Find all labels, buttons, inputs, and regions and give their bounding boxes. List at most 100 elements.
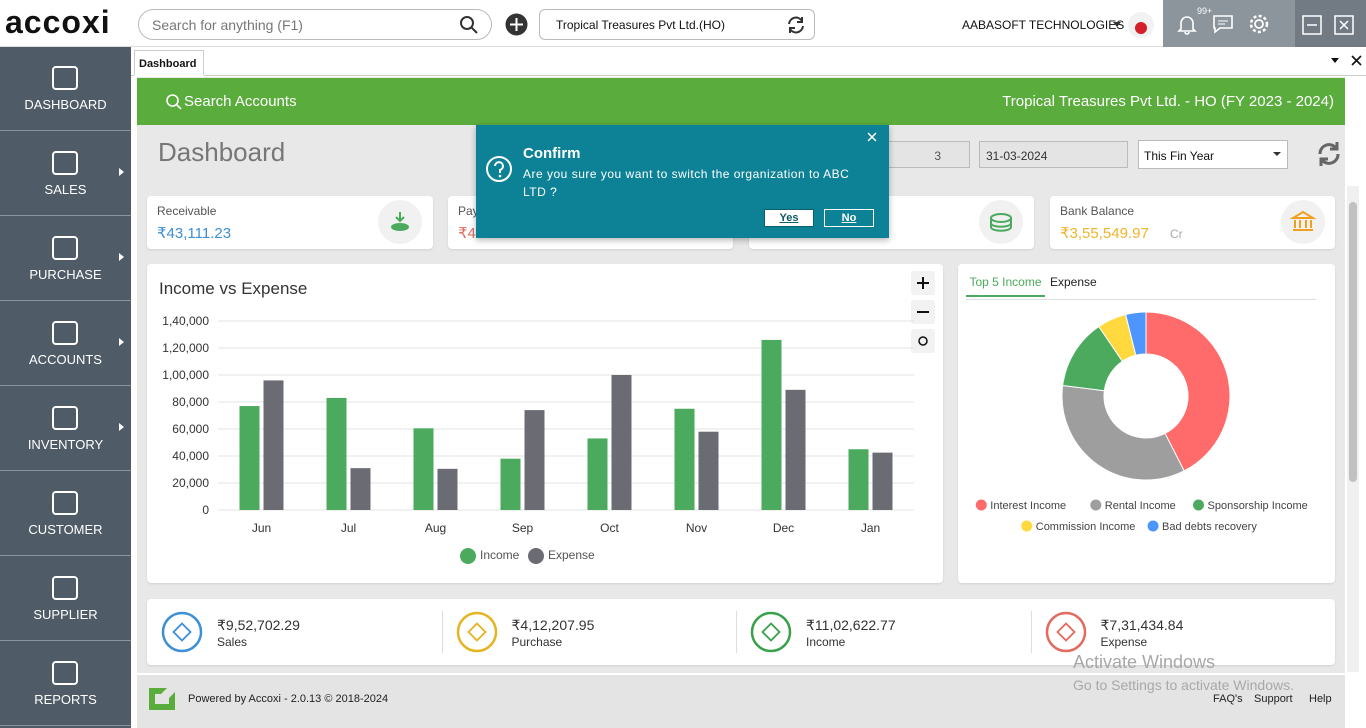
- card-amount: ₹3,55,549.97: [1060, 225, 1149, 242]
- zoom-in[interactable]: [911, 271, 935, 295]
- sidebar-item[interactable]: REPORTS: [0, 642, 131, 726]
- notification-count: 99+: [1197, 6, 1213, 16]
- sidebar-item[interactable]: CUSTOMER: [0, 472, 131, 556]
- organization-name: Tropical Treasures Pvt Ltd.(HO): [556, 18, 725, 32]
- sidebar-item[interactable]: DASHBOARD: [0, 47, 131, 131]
- bell-icon[interactable]: [1176, 13, 1198, 35]
- sidebar-icon: [52, 576, 78, 600]
- dialog-message: Are you sure you want to switch the orga…: [523, 167, 850, 199]
- y-tick-label: 1,20,000: [162, 341, 209, 355]
- total-divider: [736, 611, 737, 653]
- scrollbar[interactable]: [1347, 186, 1359, 672]
- icon-shape: [52, 661, 78, 685]
- x-tick-label: Oct: [600, 521, 619, 535]
- bar: [872, 452, 893, 510]
- search-accounts[interactable]: Search Accounts: [184, 93, 297, 110]
- minimize-button[interactable]: [1302, 15, 1322, 35]
- total-item[interactable]: ₹7,31,434.84 Expense: [1030, 599, 1325, 665]
- legend-marker: [1090, 499, 1102, 511]
- total-item[interactable]: ₹11,02,622.77 Income: [736, 599, 1030, 665]
- card-icon: [1281, 200, 1325, 244]
- pie-slice: [1061, 384, 1185, 481]
- search-box[interactable]: Search for anything (F1): [138, 9, 492, 40]
- expense-tab[interactable]: Expense: [1050, 275, 1097, 289]
- legend-label[interactable]: Commission Income: [1036, 521, 1136, 533]
- bar: [326, 397, 347, 510]
- sidebar-item[interactable]: ACCOUNTS: [0, 302, 131, 386]
- tab[interactable]: Dashboard: [134, 50, 204, 76]
- user-avatar[interactable]: [1127, 11, 1155, 39]
- summary-card[interactable]: Bank Balance ₹3,55,549.97 Cr: [1050, 196, 1335, 249]
- footer-link[interactable]: Support: [1254, 693, 1293, 705]
- card-amount: ₹4: [458, 225, 476, 242]
- tab-close[interactable]: [1351, 55, 1362, 66]
- zoom-out[interactable]: [911, 300, 935, 324]
- bar: [413, 428, 434, 510]
- bar-chart: Income vs Expense 0 20,000 40,000 60,000 80,0…: [159, 271, 935, 564]
- legend-label[interactable]: Expense: [548, 548, 595, 562]
- scroll-thumb[interactable]: [1349, 202, 1357, 482]
- add-button[interactable]: [505, 13, 528, 36]
- settings-icon[interactable]: [1248, 13, 1270, 35]
- sidebar-item[interactable]: SALES: [0, 132, 131, 216]
- card-icon: [378, 200, 422, 244]
- yes-button[interactable]: Yes: [764, 209, 814, 227]
- chart-title: Income vs Expense: [159, 279, 307, 298]
- legend-marker: [460, 548, 476, 564]
- summary-card[interactable]: Receivable ₹43,111.23: [147, 196, 433, 249]
- y-tick-label: 40,000: [172, 449, 209, 463]
- to-date[interactable]: 31-03-2024: [979, 141, 1128, 168]
- legend-marker: [1147, 520, 1159, 532]
- legend-label[interactable]: Sponsorship Income: [1208, 500, 1308, 512]
- bar: [848, 449, 869, 510]
- bar: [350, 468, 371, 510]
- legend-label[interactable]: Interest Income: [990, 500, 1066, 512]
- user-name[interactable]: AABASOFT TECHNOLOGIES: [962, 18, 1125, 32]
- sidebar-arrow: [119, 253, 124, 261]
- bar: [587, 438, 608, 510]
- total-item[interactable]: ₹9,52,702.29 Sales: [147, 599, 441, 665]
- zoom-reset[interactable]: [911, 329, 935, 353]
- close-button[interactable]: [1334, 15, 1354, 35]
- no-button[interactable]: No: [824, 209, 874, 227]
- income-tab[interactable]: Top 5 Income: [966, 275, 1045, 297]
- tab-menu[interactable]: [1330, 57, 1340, 65]
- bar: [524, 410, 545, 510]
- sidebar-label: ACCOUNTS: [29, 352, 102, 367]
- legend-label[interactable]: Income: [480, 548, 520, 562]
- bar: [785, 389, 806, 510]
- sidebar-item[interactable]: INVENTORY: [0, 387, 131, 471]
- total-amount: ₹9,52,702.29: [217, 617, 300, 633]
- bar: [263, 380, 284, 510]
- sidebar-icon: [52, 406, 78, 430]
- sidebar-item[interactable]: PURCHASE: [0, 217, 131, 301]
- period-select[interactable]: This Fin Year: [1138, 140, 1288, 169]
- logo[interactable]: accoxi: [5, 4, 111, 40]
- organization-select[interactable]: Tropical Treasures Pvt Ltd.(HO): [539, 9, 815, 40]
- total-item[interactable]: ₹4,12,207.95 Purchase: [441, 599, 736, 665]
- x-tick-label: Aug: [425, 521, 446, 535]
- legend-label[interactable]: Rental Income: [1105, 500, 1176, 512]
- bar: [239, 406, 260, 510]
- footer-link[interactable]: FAQ's: [1213, 693, 1243, 705]
- tab-divider: [966, 299, 1316, 300]
- user-caret: [1113, 22, 1121, 27]
- icon-glyph: [466, 622, 487, 642]
- sidebar-label: PURCHASE: [29, 267, 102, 282]
- legend-label[interactable]: Bad debts recovery: [1162, 521, 1257, 533]
- total-amount: ₹7,31,434.84: [1100, 617, 1184, 633]
- sidebar-item[interactable]: SUPPLIER: [0, 557, 131, 641]
- watermark-title: Activate Windows: [1073, 652, 1216, 672]
- dialog-close[interactable]: [867, 132, 877, 142]
- sidebar-icon: [52, 661, 78, 685]
- footer-link[interactable]: Help: [1309, 693, 1332, 705]
- refresh-button[interactable]: [1314, 139, 1344, 169]
- x-tick-label: Nov: [686, 521, 707, 535]
- bar: [698, 431, 719, 510]
- icon-ring: [161, 611, 203, 653]
- bar: [611, 375, 632, 510]
- chat-icon[interactable]: [1212, 14, 1234, 34]
- sidebar-icon: [52, 491, 78, 515]
- pie-chart: Interest Income Rental Income Sponsorship …: [975, 311, 1308, 533]
